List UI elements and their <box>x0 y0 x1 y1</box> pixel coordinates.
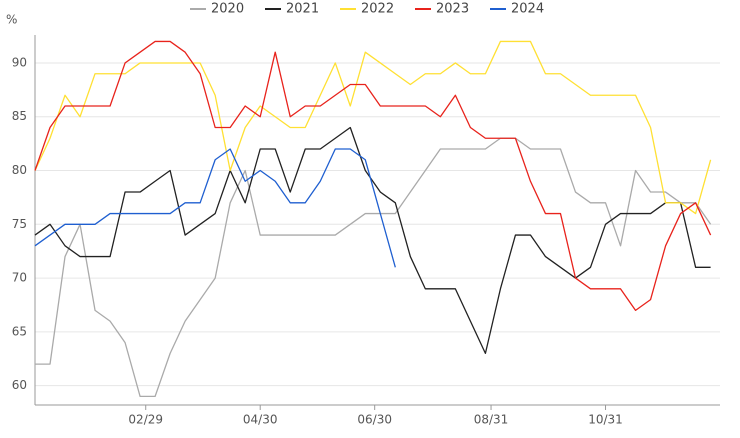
legend-text: 2020 <box>211 2 244 17</box>
series-line <box>34 126 711 355</box>
x-tick-label: 06/30 <box>357 413 392 427</box>
x-tick-label: 10/31 <box>588 413 623 427</box>
legend-text: 2024 <box>511 2 544 17</box>
y-tick-label: 65 <box>12 324 27 338</box>
y-axis-label: % <box>6 13 17 27</box>
legend-text: 2021 <box>286 2 319 17</box>
y-tick-label: 75 <box>12 217 27 231</box>
x-tick-label: 08/31 <box>474 413 509 427</box>
y-tick-label: 90 <box>12 55 27 69</box>
series-line <box>34 40 712 311</box>
legend-text: 2023 <box>436 2 469 17</box>
series-line <box>34 40 712 215</box>
y-tick-label: 80 <box>12 163 27 177</box>
y-tick-label: 60 <box>12 378 27 392</box>
x-tick-label: 02/29 <box>128 413 163 427</box>
legend-text: 2022 <box>361 2 394 17</box>
y-tick-label: 70 <box>12 271 27 285</box>
y-tick-label: 85 <box>12 109 27 123</box>
x-tick-label: 04/30 <box>243 413 278 427</box>
series-line <box>35 137 712 398</box>
series-line <box>34 148 396 268</box>
